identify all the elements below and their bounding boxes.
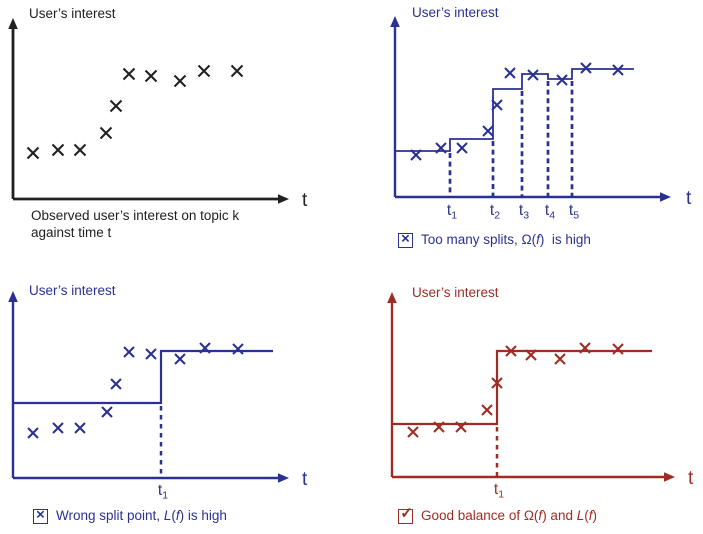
panel-observed-interest: User’s interest t Observed user’s interest…: [0, 0, 351, 267]
x-mark: [482, 125, 494, 137]
tick-label-t1: t1: [447, 202, 457, 222]
x-mark: [504, 67, 516, 79]
checked-box-icon: ✓: [398, 505, 413, 524]
y-axis-label: User’s interest: [29, 6, 116, 21]
y-axis-label: User’s interest: [29, 283, 116, 298]
x-mark: [554, 353, 566, 365]
x-mark: [491, 99, 503, 111]
x-mark: [174, 353, 186, 365]
x-mark: [481, 404, 493, 416]
x-mark: [52, 422, 64, 434]
caption-line: against time t: [31, 224, 112, 240]
x-mark: [123, 346, 135, 358]
caption-text: Too many splits, Ω(f) is high: [421, 232, 591, 249]
x-mark: [51, 143, 65, 157]
step-function-line: [392, 349, 652, 426]
x-mark: [612, 343, 624, 355]
caption-text: Wrong split point, L(f) is high: [56, 508, 227, 525]
x-mark: [74, 422, 86, 434]
x-axis-label: t: [302, 469, 308, 490]
x-mark: [197, 64, 211, 78]
x-mark: [144, 69, 158, 83]
x-mark: [407, 426, 419, 438]
x-mark: [556, 74, 568, 86]
x-mark: [612, 64, 624, 76]
crossed-box-icon: ✕: [33, 509, 48, 524]
x-mark: [109, 99, 123, 113]
caption-line: Too many splits, Ω(f) is high: [421, 232, 591, 247]
tick-label-t4: t4: [545, 202, 555, 222]
chart-good-balance: t1 User’s interest t: [387, 285, 694, 501]
step-function-line: [13, 349, 273, 405]
caption-good-balance: ✓ Good balance of Ω(f) and L(f): [398, 505, 597, 525]
x-mark: [527, 69, 539, 81]
x-axis-label: t: [686, 188, 692, 209]
x-mark: [580, 62, 592, 74]
tick-label-t1: t1: [494, 481, 504, 501]
y-axis-arrow: [390, 16, 400, 27]
x-axis-arrow: [278, 194, 289, 204]
y-axis-arrow: [387, 292, 397, 303]
check-glyph: ✓: [400, 505, 413, 522]
caption-observed-interest: Observed user’s interest on topic k again…: [31, 208, 239, 241]
x-mark: [99, 126, 113, 140]
cross-glyph: ✕: [35, 509, 46, 522]
step-function-line: [395, 68, 634, 152]
chart-wrong-split-point: t1 User’s interest t: [8, 283, 308, 502]
x-mark: [491, 377, 503, 389]
x-axis-label: t: [302, 190, 308, 211]
panel-wrong-split-point: t1 User’s interest t ✕ Wrong split point, L(…: [0, 267, 351, 534]
x-axis-arrow: [278, 473, 289, 483]
cross-glyph: ✕: [400, 233, 411, 246]
x-mark: [230, 64, 244, 78]
x-mark: [145, 348, 157, 360]
chart-observed-interest: User’s interest t: [8, 6, 308, 211]
x-mark: [435, 142, 447, 154]
y-axis-arrow: [8, 291, 18, 302]
x-mark: [232, 343, 244, 355]
x-mark: [110, 378, 122, 390]
x-axis-label: t: [688, 468, 694, 489]
crossed-box-icon: ✕: [398, 233, 413, 248]
x-mark: [101, 406, 113, 418]
y-axis-label: User’s interest: [412, 5, 499, 20]
caption-text: Observed user’s interest on topic k again…: [31, 208, 239, 241]
tick-label-t3: t3: [519, 202, 529, 222]
x-mark: [525, 349, 537, 361]
tick-label-t1: t1: [158, 482, 168, 502]
caption-too-many-splits: ✕ Too many splits, Ω(f) is high: [398, 232, 591, 249]
tick-label-t5: t5: [569, 202, 579, 222]
x-mark: [27, 427, 39, 439]
x-mark: [410, 149, 422, 161]
y-axis-arrow: [8, 18, 18, 29]
panel-too-many-splits: t1 t2 t3 t4 t5 User’s interest t ✕ Too many spli…: [352, 0, 703, 267]
y-axis-label: User’s interest: [412, 285, 499, 300]
x-mark: [122, 67, 136, 81]
x-axis-arrow: [660, 192, 671, 202]
x-axis-arrow: [664, 472, 675, 482]
x-mark: [73, 143, 87, 157]
x-mark: [433, 421, 445, 433]
x-mark: [26, 146, 40, 160]
x-mark: [456, 142, 468, 154]
x-mark: [455, 421, 467, 433]
caption-wrong-split-point: ✕ Wrong split point, L(f) is high: [33, 508, 227, 525]
caption-line: Observed user’s interest on topic k: [31, 208, 240, 223]
x-mark: [579, 342, 591, 354]
caption-line: Wrong split point, L(f) is high: [56, 508, 227, 523]
x-mark: [173, 74, 187, 88]
x-mark: [199, 342, 211, 354]
tick-label-t2: t2: [490, 202, 500, 222]
chart-too-many-splits: t1 t2 t3 t4 t5 User’s interest t: [390, 5, 692, 222]
caption-line: Good balance of Ω(f) and L(f): [421, 508, 597, 523]
panel-good-balance: t1 User’s interest t ✓ Good balance of Ω(f) …: [352, 267, 703, 534]
x-mark: [505, 345, 517, 357]
caption-text: Good balance of Ω(f) and L(f): [421, 508, 597, 525]
